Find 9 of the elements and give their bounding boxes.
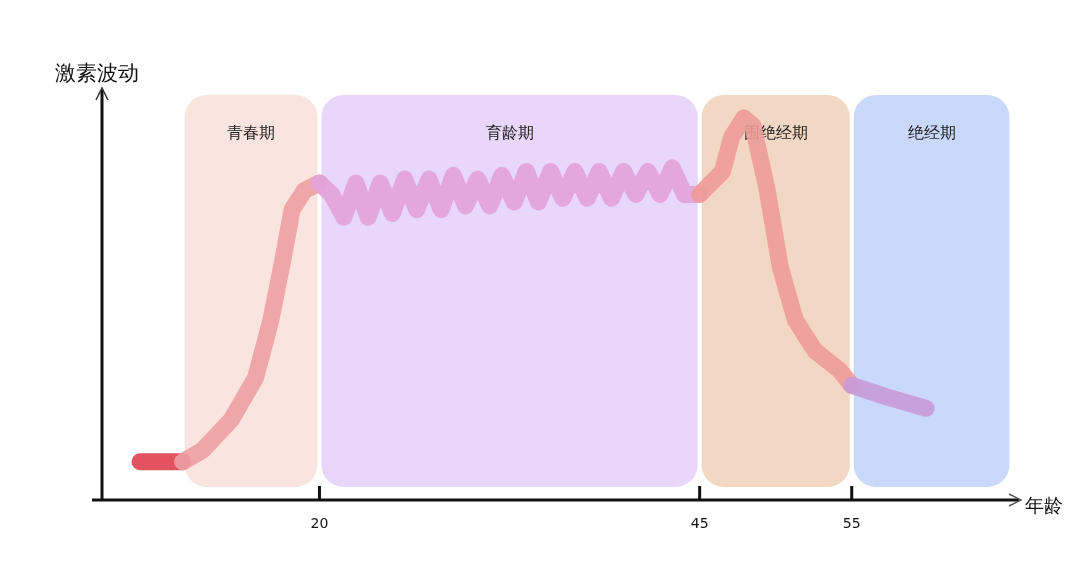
band-label: 绝经期	[907, 123, 956, 142]
x-tick-label: 20	[310, 515, 329, 531]
x-tick-label: 55	[842, 515, 861, 531]
band-label: 围绝经期	[743, 123, 808, 142]
x-axis-title: 年龄	[1025, 494, 1063, 516]
band-label: 青春期	[227, 123, 276, 142]
x-tick-label: 45	[690, 515, 709, 531]
y-axis-title: 激素波动	[55, 61, 139, 85]
band-label: 育龄期	[485, 123, 534, 142]
